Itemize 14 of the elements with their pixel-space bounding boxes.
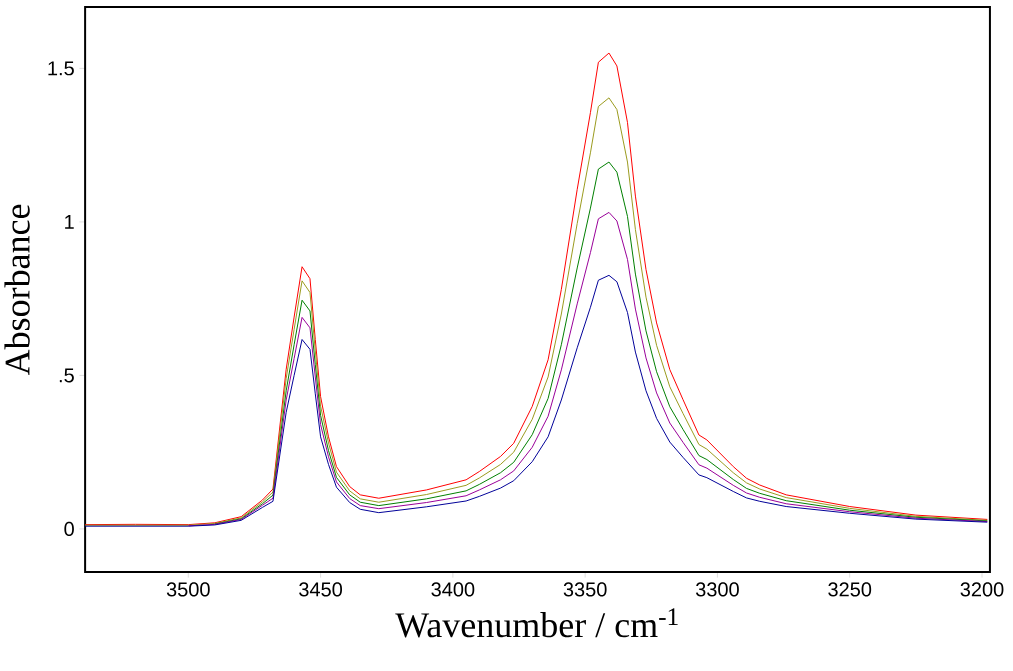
x-tick-label: 3300	[695, 582, 739, 597]
x-tick-label: 3200	[960, 582, 1004, 597]
y-tick-label: 1	[65, 215, 74, 229]
x-tick-label: 3350	[563, 582, 607, 597]
x-tick-label: 3400	[431, 582, 475, 597]
x-axis-title: Wavenumber / cm$^{-1}$	[395, 608, 678, 638]
line-series	[214, 161, 988, 525]
y-axis-title: Absorbance	[4, 204, 30, 376]
x-tick-label: 3250	[828, 582, 872, 597]
y-tick-label: .5	[59, 368, 74, 383]
y-tick-label: 1.5	[48, 61, 74, 76]
x-tick-label: 3500	[166, 582, 210, 597]
y-tick-label: 0	[64, 521, 74, 537]
x-tick-label: 3450	[299, 582, 343, 597]
